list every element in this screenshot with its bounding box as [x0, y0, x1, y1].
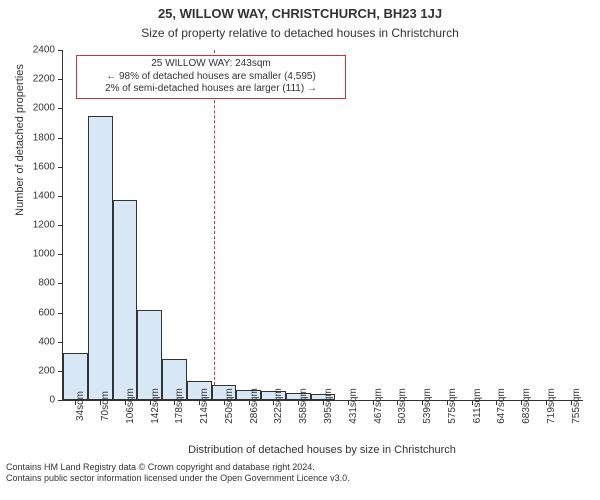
- x-tick-label: 539sqm: [422, 388, 433, 424]
- x-tick-label: 431sqm: [348, 388, 359, 424]
- x-tick-label: 503sqm: [397, 388, 408, 424]
- histogram-bar: [88, 116, 113, 400]
- chart-subtitle: Size of property relative to detached ho…: [0, 26, 600, 40]
- y-axis-label: Number of detached properties: [14, 0, 26, 315]
- x-tick-label: 755sqm: [571, 388, 582, 424]
- x-tick-label: 214sqm: [199, 388, 210, 424]
- x-tick-label: 683sqm: [521, 388, 532, 424]
- y-tick: [58, 79, 63, 80]
- x-tick-label: 719sqm: [546, 388, 557, 424]
- x-tick-label: 142sqm: [150, 388, 161, 424]
- plot-area: 25 WILLOW WAY: 243sqm ← 98% of detached …: [62, 50, 583, 401]
- y-tick-label: 400: [38, 336, 55, 347]
- x-tick-label: 250sqm: [224, 388, 235, 424]
- y-tick-label: 1200: [33, 220, 55, 231]
- y-tick-label: 200: [38, 365, 55, 376]
- y-tick: [58, 225, 63, 226]
- y-tick-label: 1800: [33, 132, 55, 143]
- x-tick-label: 34sqm: [75, 391, 86, 421]
- y-tick: [58, 283, 63, 284]
- annotation-line-2: ← 98% of detached houses are smaller (4,…: [82, 71, 340, 84]
- x-tick-label: 322sqm: [273, 388, 284, 424]
- y-tick: [58, 313, 63, 314]
- x-tick-label: 106sqm: [125, 388, 136, 424]
- x-tick-label: 395sqm: [323, 388, 334, 424]
- y-tick: [58, 342, 63, 343]
- y-tick: [58, 400, 63, 401]
- x-axis-label: Distribution of detached houses by size …: [62, 444, 582, 456]
- annotation-line-3: 2% of semi-detached houses are larger (1…: [82, 83, 340, 96]
- y-tick-label: 1000: [33, 249, 55, 260]
- y-tick: [58, 138, 63, 139]
- y-tick-label: 0: [49, 395, 55, 406]
- histogram-bar: [137, 310, 162, 400]
- y-tick-label: 2000: [33, 103, 55, 114]
- y-tick-label: 1600: [33, 161, 55, 172]
- y-tick: [58, 254, 63, 255]
- annotation-box: 25 WILLOW WAY: 243sqm ← 98% of detached …: [76, 55, 346, 99]
- x-tick-label: 647sqm: [496, 388, 507, 424]
- y-tick-label: 1400: [33, 190, 55, 201]
- reference-line: [214, 50, 215, 400]
- chart-title-address: 25, WILLOW WAY, CHRISTCHURCH, BH23 1JJ: [0, 6, 600, 21]
- y-tick: [58, 108, 63, 109]
- y-tick: [58, 196, 63, 197]
- histogram-bar: [113, 200, 138, 400]
- x-tick-label: 70sqm: [100, 391, 111, 421]
- x-tick-label: 178sqm: [174, 388, 185, 424]
- x-tick-label: 575sqm: [447, 388, 458, 424]
- chart-container: 25, WILLOW WAY, CHRISTCHURCH, BH23 1JJ S…: [0, 0, 600, 500]
- footer-line-1: Contains HM Land Registry data © Crown c…: [6, 462, 594, 473]
- attribution-footer: Contains HM Land Registry data © Crown c…: [0, 462, 600, 485]
- x-tick-label: 611sqm: [472, 389, 483, 424]
- x-tick-label: 467sqm: [373, 388, 384, 424]
- y-tick: [58, 167, 63, 168]
- annotation-line-1: 25 WILLOW WAY: 243sqm: [82, 58, 340, 71]
- x-tick-label: 358sqm: [298, 388, 309, 424]
- y-tick: [58, 50, 63, 51]
- y-tick-label: 800: [38, 278, 55, 289]
- footer-line-2: Contains public sector information licen…: [6, 473, 594, 484]
- x-tick-label: 286sqm: [249, 388, 260, 424]
- y-tick-label: 600: [38, 307, 55, 318]
- y-tick-label: 2400: [33, 45, 55, 56]
- y-tick-label: 2200: [33, 74, 55, 85]
